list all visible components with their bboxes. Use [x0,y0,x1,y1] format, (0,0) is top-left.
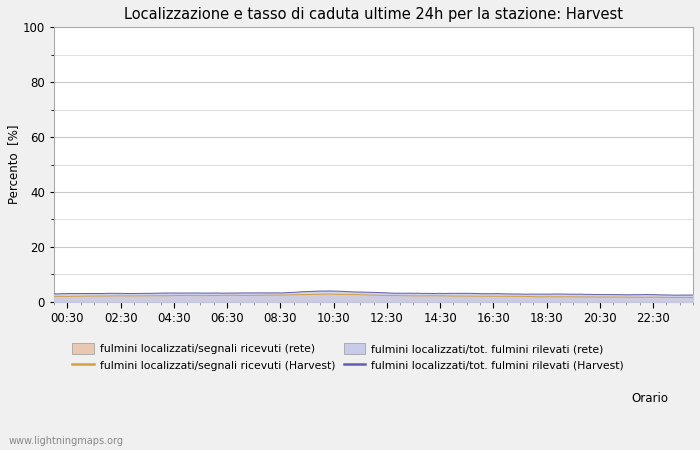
Text: www.lightningmaps.org: www.lightningmaps.org [8,436,123,446]
Legend: fulmini localizzati/segnali ricevuti (rete), fulmini localizzati/segnali ricevut: fulmini localizzati/segnali ricevuti (re… [72,343,624,371]
Y-axis label: Percento  [%]: Percento [%] [7,125,20,204]
Text: Orario: Orario [631,392,668,405]
Title: Localizzazione e tasso di caduta ultime 24h per la stazione: Harvest: Localizzazione e tasso di caduta ultime … [124,7,623,22]
